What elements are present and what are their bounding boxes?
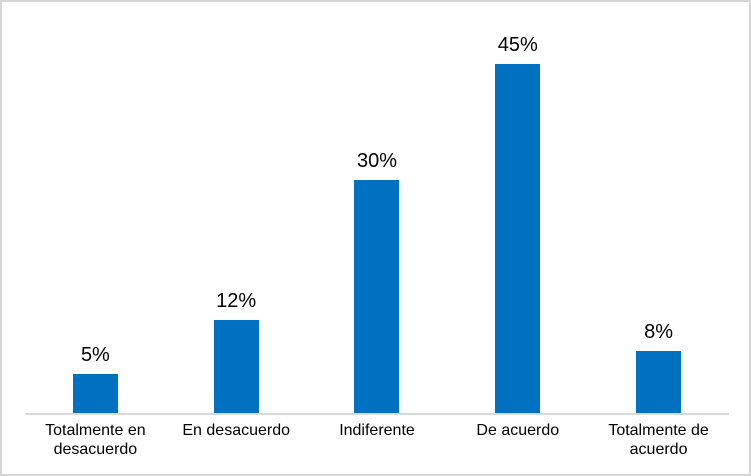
bar-en-desacuerdo bbox=[213, 320, 259, 413]
x-axis-line bbox=[25, 413, 729, 415]
category-label: Totalmente de acuerdo bbox=[608, 422, 709, 458]
category-label: En desacuerdo bbox=[182, 422, 291, 439]
category-label: Totalmente en desacuerdo bbox=[45, 422, 146, 458]
bar-totalmente-de-acuerdo bbox=[636, 351, 682, 413]
data-label: 45% bbox=[497, 34, 538, 56]
bar-group: 5% bbox=[25, 2, 166, 413]
data-label: 5% bbox=[80, 344, 110, 366]
data-label: 8% bbox=[644, 321, 674, 343]
bar-indiferente bbox=[354, 180, 400, 413]
x-axis-labels: Totalmente en desacuerdo En desacuerdo I… bbox=[25, 421, 729, 459]
bar-group: 8% bbox=[588, 2, 729, 413]
bar-de-acuerdo bbox=[495, 64, 541, 413]
bar-group: 30% bbox=[307, 2, 448, 413]
data-label: 12% bbox=[216, 290, 257, 312]
bar-group: 12% bbox=[166, 2, 307, 413]
plot-area: 5% 12% 30% 45% 8% bbox=[25, 2, 729, 413]
bar-totalmente-en-desacuerdo bbox=[72, 374, 118, 413]
data-label: 30% bbox=[356, 150, 397, 172]
category-label: Indiferente bbox=[339, 422, 415, 439]
category-label: De acuerdo bbox=[476, 422, 560, 439]
bar-group: 45% bbox=[447, 2, 588, 413]
